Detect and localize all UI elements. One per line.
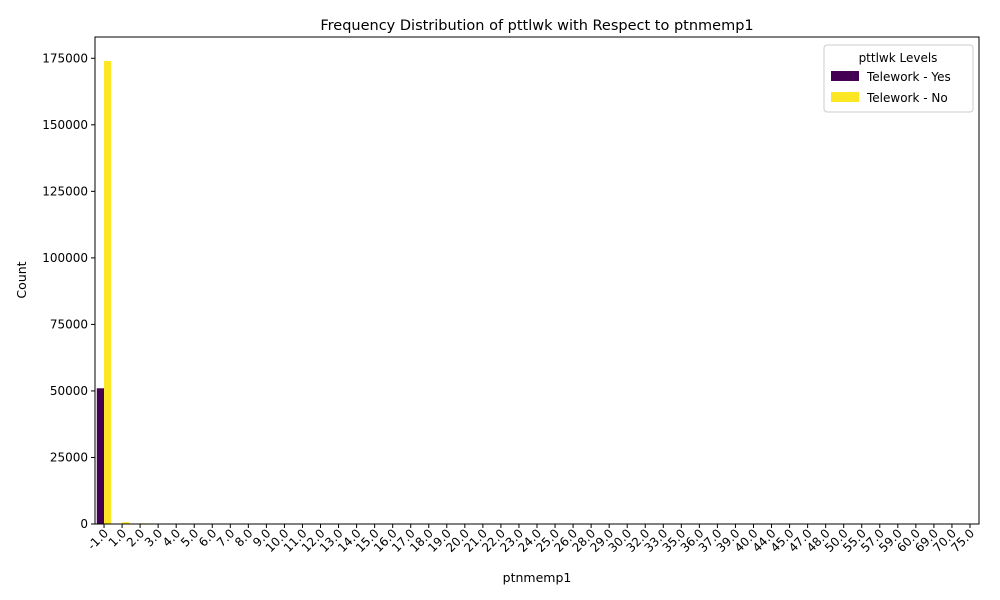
x-axis-label: ptnmemp1: [503, 570, 572, 585]
y-tick-label: 50000: [50, 384, 88, 398]
y-axis-label: Count: [14, 261, 29, 298]
legend-frame: [823, 44, 974, 113]
y-tick-label: 125000: [42, 184, 88, 198]
y-tick-label: 175000: [42, 51, 88, 65]
y-tick-label: 100000: [42, 251, 88, 265]
legend-label-yes: Telework - Yes: [866, 70, 951, 84]
legend-label-no: Telework - No: [866, 91, 948, 105]
bar-yes--1.0: [96, 388, 105, 524]
bar-no--1.0: [104, 60, 112, 524]
y-tick-label: 0: [80, 517, 88, 531]
legend-title: pttlwk Levels: [859, 51, 938, 65]
legend: pttlwk Levels Telework - Yes Telework - …: [823, 44, 974, 113]
y-tick-label: 75000: [50, 317, 88, 331]
y-tick-label: 25000: [50, 450, 88, 464]
chart-title: Frequency Distribution of pttlwk with Re…: [320, 18, 753, 34]
y-tick-label: 150000: [42, 118, 88, 132]
x-axis-ticks: -1.01.02.03.04.05.06.07.08.09.010.011.01…: [85, 524, 977, 555]
legend-swatch-yes: [831, 71, 859, 81]
y-axis-ticks: 0 25000 50000 75000 100000 125000 150000 175000: [42, 51, 95, 531]
legend-swatch-no: [831, 92, 859, 102]
plot-frame: [94, 36, 980, 525]
bar-no-1.0: [122, 522, 130, 524]
